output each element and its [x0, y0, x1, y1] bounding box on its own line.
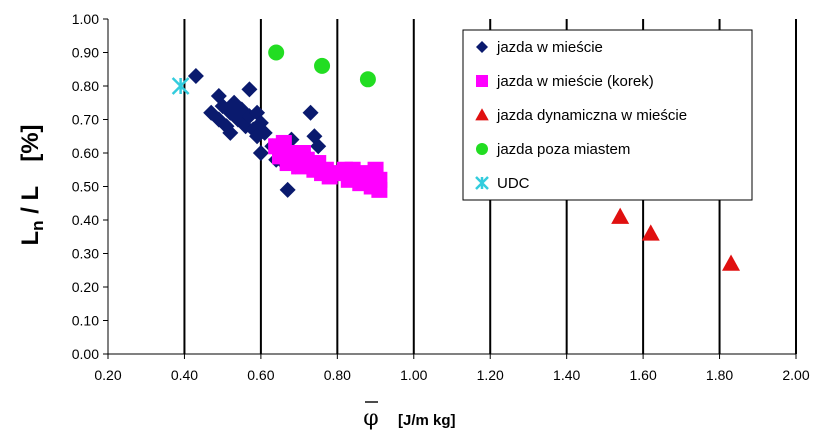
data-point-star	[171, 77, 190, 95]
x-tick-label: 2.00	[782, 367, 809, 383]
y-tick-label: 0.80	[72, 78, 99, 94]
legend-item: jazda w mieście (korek)	[476, 73, 654, 90]
x-tick-label: 1.20	[477, 367, 504, 383]
y-axis-label-unit: [%]	[17, 124, 44, 161]
x-tick-label: 1.00	[400, 367, 427, 383]
data-point-diamond	[310, 138, 327, 155]
x-tick-label: 0.20	[94, 367, 121, 383]
y-axis-label-rest: / L	[17, 186, 44, 221]
y-tick-label: 0.90	[72, 45, 99, 61]
y-tick-labels: 0.00 0.10 0.20 0.30 0.40 0.50 0.60 0.70 0.80 0.90…	[72, 11, 99, 362]
legend-box	[462, 29, 753, 201]
x-tick-label: 1.60	[629, 367, 656, 383]
x-tick-label: 0.40	[171, 367, 198, 383]
data-point-triangle	[475, 108, 489, 121]
x-tick-label: 0.80	[324, 367, 351, 383]
data-point-diamond	[222, 124, 239, 141]
y-tick-label: 0.60	[72, 145, 99, 161]
x-tick-label: 1.40	[553, 367, 580, 383]
data-point-circle	[359, 71, 376, 88]
data-point-circle	[314, 57, 331, 74]
data-point-circle	[476, 143, 488, 155]
data-point-diamond	[302, 104, 319, 121]
y-tick-label: 0.10	[72, 313, 99, 329]
series-circle	[268, 44, 376, 88]
data-point-star	[475, 176, 489, 190]
legend-item-label: jazda w mieście (korek)	[496, 73, 654, 90]
y-axis-label-main: L	[17, 231, 44, 246]
legend-item: jazda poza miastem	[476, 141, 630, 158]
series-star	[171, 77, 190, 95]
x-tick-labels: 0.20 0.40 0.60 0.80 1.00 1.20 1.40 1.60 1.80 2.00	[94, 367, 809, 383]
y-tick-label: 0.40	[72, 212, 99, 228]
series-diamond	[187, 67, 327, 198]
y-axis-title: Ln / L [%]	[17, 124, 47, 245]
data-point-diamond	[187, 67, 204, 84]
y-tick-label: 0.50	[72, 179, 99, 195]
y-tick-label: 0.30	[72, 246, 99, 262]
data-point-square	[371, 181, 388, 198]
data-points	[171, 44, 741, 271]
data-point-diamond	[252, 145, 269, 161]
legend-item-label: jazda w mieście	[496, 39, 603, 56]
y-tick-label: 0.20	[72, 279, 99, 295]
legend-item-label: UDC	[497, 175, 530, 192]
data-point-triangle	[611, 207, 630, 224]
legend-item-label: jazda poza miastem	[496, 141, 630, 158]
series-triangle	[611, 207, 741, 271]
series-square	[268, 134, 388, 198]
data-point-diamond	[252, 114, 269, 131]
data-point-triangle	[722, 254, 741, 271]
y-tick-label: 0.00	[72, 346, 99, 362]
data-point-diamond	[256, 124, 273, 141]
y-tick-label: 1.00	[72, 11, 99, 27]
x-tick-label: 1.80	[706, 367, 733, 383]
legend-item: UDC	[475, 175, 530, 192]
y-axis-label: Ln / L [%]	[17, 124, 47, 245]
legend: jazda w mieście jazda w mieście (korek) ja…	[462, 29, 753, 201]
x-axis-symbol: φ	[363, 406, 378, 431]
x-tick-label: 0.60	[247, 367, 274, 383]
data-point-diamond	[241, 81, 258, 98]
x-axis-title: φ [J/m kg]	[363, 401, 456, 431]
legend-item-label: jazda dynamiczna w mieście	[496, 107, 687, 124]
axes	[103, 18, 797, 359]
data-point-square	[476, 75, 488, 87]
x-axis-unit: [J/m kg]	[398, 412, 456, 429]
y-tick-label: 0.70	[72, 112, 99, 128]
y-axis-label-sub: n	[28, 220, 47, 230]
data-point-diamond	[476, 41, 488, 53]
data-point-circle	[268, 44, 285, 61]
data-point-diamond	[279, 181, 296, 198]
data-point-triangle	[641, 224, 660, 241]
legend-item: jazda w mieście	[476, 39, 603, 56]
legend-item: jazda dynamiczna w mieście	[475, 107, 687, 124]
